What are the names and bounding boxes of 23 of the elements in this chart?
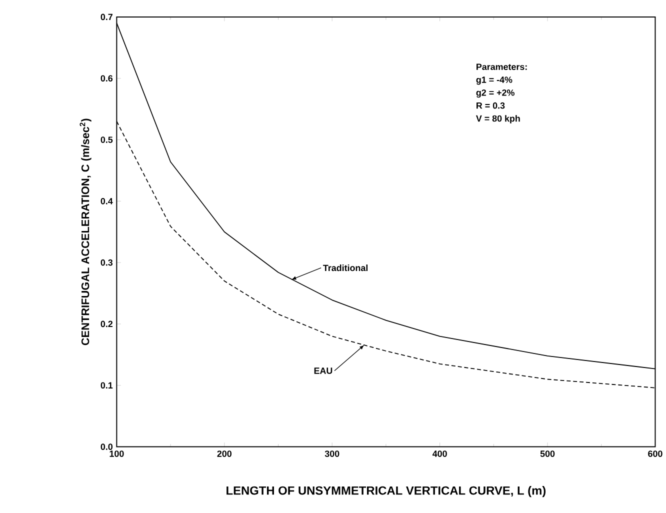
y-tick-label: 0.7 <box>100 14 112 20</box>
x-tick-label: 200 <box>217 450 232 458</box>
x-tick-label: 300 <box>324 450 340 458</box>
annotation: EAU <box>314 368 332 374</box>
annotation: g1 = -4% <box>476 76 512 85</box>
y-tick-label: 0.5 <box>100 136 113 144</box>
annotation: Parameters: <box>476 64 527 70</box>
x-tick-label: 500 <box>540 450 555 458</box>
annotation: V = 80 kph <box>476 115 520 124</box>
annotation: Traditional <box>323 264 368 272</box>
y-tick-label: 0.1 <box>100 382 113 389</box>
y-tick-label: 0.2 <box>100 320 113 328</box>
y-tick-label: 0.4 <box>100 198 113 205</box>
annotation: R = 0.3 <box>476 102 505 109</box>
x-axis-title: LENGTH OF UNSYMMETRICAL VERTICAL CURVE, L (m) <box>226 486 546 498</box>
x-tick-label: 400 <box>432 450 447 458</box>
y-tick-label: 0.6 <box>100 75 113 82</box>
y-tick-label: 0.3 <box>100 260 113 266</box>
x-tick-label: 100 <box>110 450 124 458</box>
y-tick-label: 0.0 <box>100 444 113 450</box>
x-tick-label: 600 <box>648 450 662 458</box>
annotation: g2 = +2% <box>476 90 514 98</box>
y-axis-title: CENTRIFUGAL ACCELERATION, C (m/sec$^{2}$) <box>80 118 92 346</box>
